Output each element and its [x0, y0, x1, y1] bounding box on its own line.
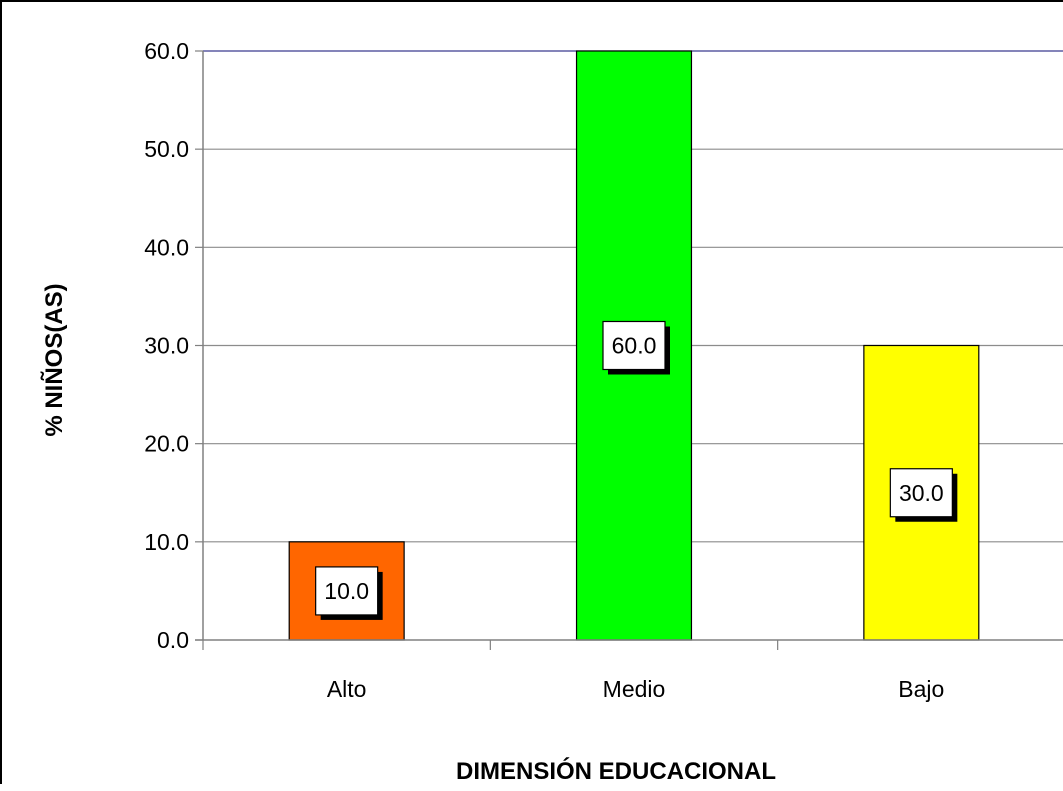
- data-labels: 10.0 60.0 30.0: [315, 320, 958, 620]
- data-label-bajo: 30.0: [889, 468, 958, 522]
- data-label-text: 10.0: [324, 578, 369, 604]
- tick-labels: 0.0 10.0 20.0 30.0 40.0 50.0 60.0: [144, 38, 189, 653]
- data-label-box: [602, 320, 666, 371]
- y-tick-label: 10.0: [144, 529, 189, 555]
- y-tick-label: 40.0: [144, 234, 189, 260]
- x-tick-label: Alto: [327, 676, 367, 702]
- y-tick-label: 20.0: [144, 431, 189, 457]
- x-tick-label: Medio: [603, 676, 666, 702]
- y-tick-label: 0.0: [157, 627, 189, 653]
- data-label-text: 60.0: [612, 333, 657, 359]
- data-label-alto: 10.0: [315, 566, 383, 620]
- data-label-box: [889, 468, 953, 518]
- data-label-box: [315, 566, 379, 616]
- x-axis-title: DIMENSIÓN EDUCACIONAL: [456, 757, 776, 785]
- data-label-text: 30.0: [899, 480, 944, 506]
- y-axis-title: % NIÑOS(AS): [40, 283, 68, 436]
- y-tick-label: 30.0: [144, 333, 189, 359]
- y-tick-label: 60.0: [144, 38, 189, 64]
- x-tick-label: Bajo: [898, 676, 944, 702]
- data-label-medio: 60.0: [602, 320, 670, 375]
- axes: [195, 50, 1063, 650]
- y-tick-label: 50.0: [144, 136, 189, 162]
- category-labels: Alto Medio Bajo: [327, 676, 945, 702]
